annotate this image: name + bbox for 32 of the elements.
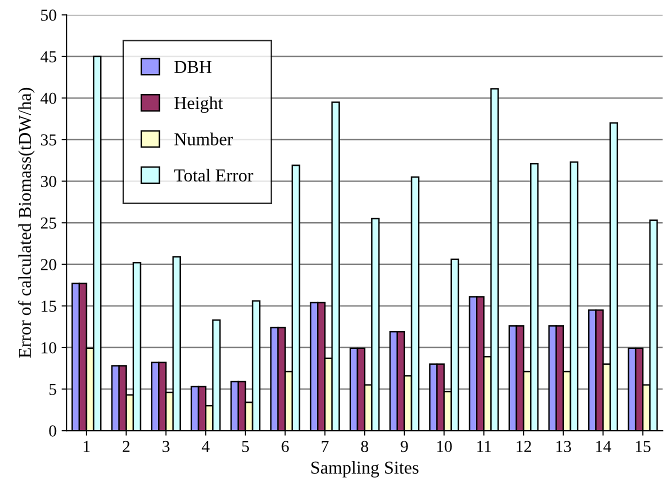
y-tick-label: 5 [50, 384, 56, 396]
y-axis-title: Error of calculated Biomass(tDW/ha) [18, 88, 35, 358]
x-tick-label: 10 [437, 440, 452, 452]
x-tick-label: 7 [322, 441, 329, 452]
x-tick-label: 14 [596, 440, 612, 452]
legend-label: DBH [174, 61, 212, 73]
x-tick-label: 15 [636, 440, 650, 452]
x-tick-label: 9 [400, 440, 408, 452]
y-tick-label: 30 [41, 176, 56, 188]
y-tick-label: 40 [40, 92, 56, 104]
x-tick-label: 8 [361, 440, 368, 452]
x-tick-label: 11 [477, 440, 491, 452]
legend-label: Number [174, 132, 233, 146]
y-tick-label: 35 [41, 134, 56, 146]
y-tick-label: 25 [40, 217, 56, 229]
y-tick-label: 50 [41, 10, 56, 21]
x-tick-label: 6 [282, 440, 289, 452]
y-tick-label: 10 [42, 342, 56, 354]
y-tick-label: 0 [49, 425, 56, 437]
x-tick-label: 12 [516, 440, 531, 452]
y-tick-label: 45 [40, 51, 56, 62]
y-tick-label: 20 [40, 259, 56, 270]
x-tick-label: 3 [162, 440, 170, 452]
legend-label: Height [174, 96, 223, 113]
x-tick-label: 2 [122, 440, 130, 452]
y-tick-label: 15 [42, 300, 56, 312]
x-tick-label: 5 [242, 441, 249, 452]
x-tick-label: 13 [556, 440, 572, 452]
x-tick-label: 4 [202, 440, 210, 452]
x-axis-title: Sampling Sites [311, 461, 418, 478]
x-tick-label: 1 [84, 440, 90, 452]
legend-label: Total Error [174, 168, 254, 182]
